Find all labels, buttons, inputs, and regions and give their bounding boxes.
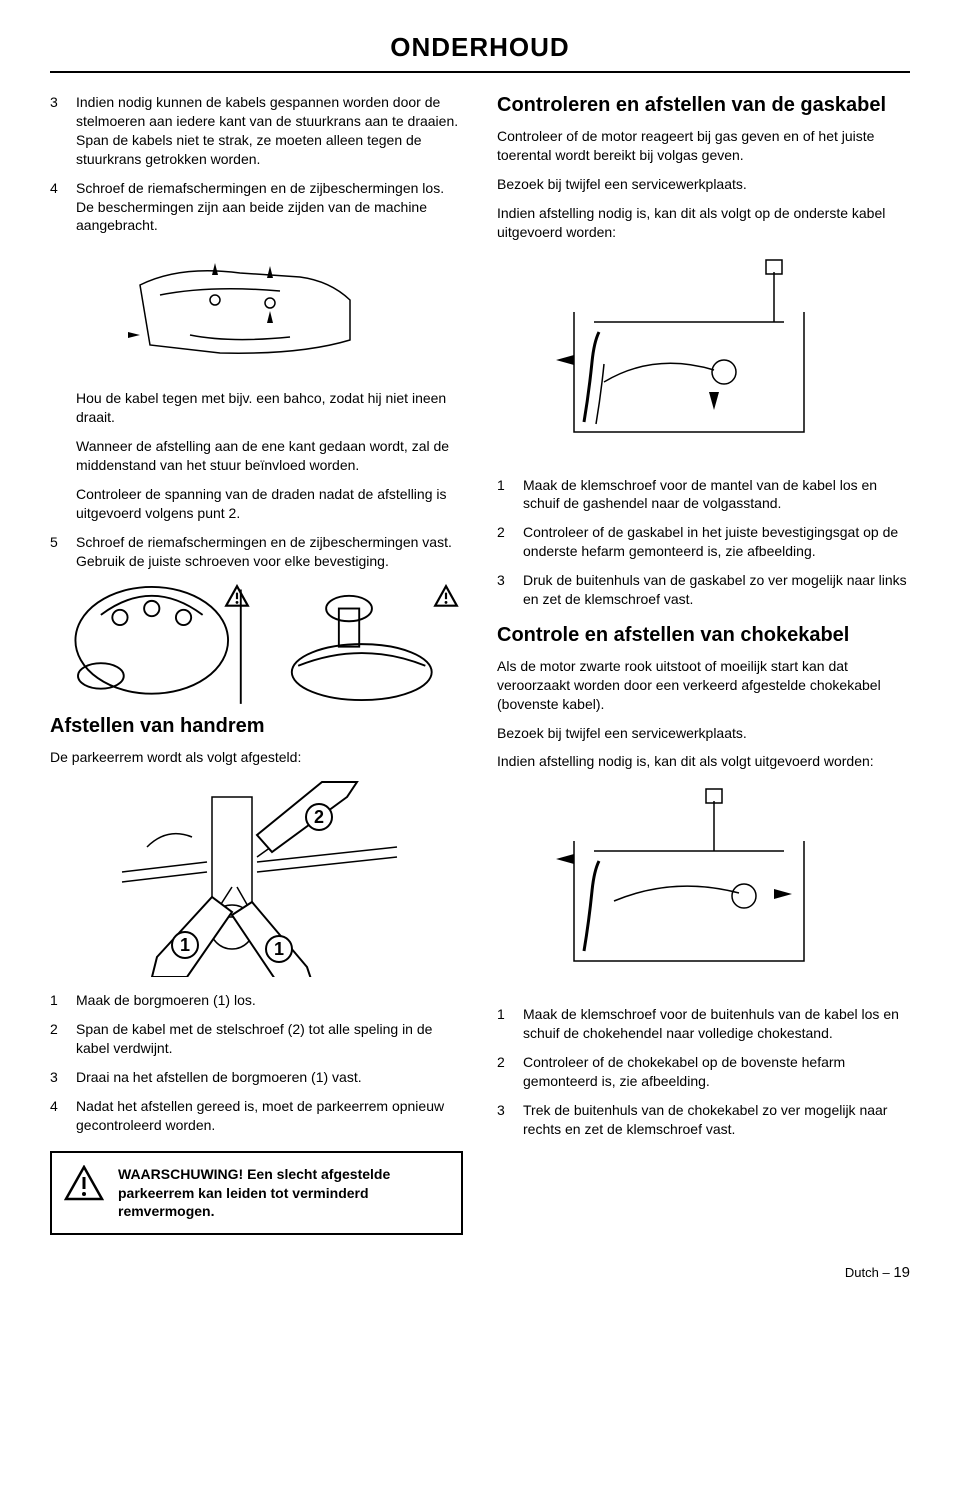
handbrake-figure: 1 1 2	[50, 777, 463, 977]
choke-cable-illustration	[544, 781, 864, 991]
item-text: Maak de borgmoeren (1) los.	[76, 991, 463, 1010]
item-text: Trek de buitenhuls van de chokekabel zo …	[523, 1101, 910, 1139]
paragraph: Bezoek bij twijfel een servicewerkplaats…	[497, 724, 910, 743]
item-number: 1	[497, 1005, 511, 1043]
list-item: 2 Controleer of de gaskabel in het juist…	[497, 523, 910, 561]
machine-guards-illustration	[120, 245, 420, 375]
list-item: 4 Schroef de riemafschermingen en de zij…	[50, 179, 463, 236]
right-column: Controleren en afstellen van de gaskabel…	[497, 93, 910, 1235]
callout-label: 1	[274, 939, 284, 959]
item-number: 2	[497, 523, 511, 561]
bolt-figure	[260, 580, 464, 700]
paragraph: Hou de kabel tegen met bijv. een bahco, …	[76, 389, 463, 427]
throttle-cable-figure	[497, 252, 910, 462]
paragraph: Als de motor zwarte rook uitstoot of moe…	[497, 657, 910, 714]
item-text: Controleer of de chokekabel op de bovens…	[523, 1053, 910, 1091]
choke-cable-figure	[497, 781, 910, 991]
warning-icon	[433, 584, 459, 610]
list-item: 3 Indien nodig kunnen de kabels gespanne…	[50, 93, 463, 169]
paragraph: Indien afstelling nodig is, kan dit als …	[497, 204, 910, 242]
left-column: 3 Indien nodig kunnen de kabels gespanne…	[50, 93, 463, 1235]
paragraph: Wanneer de afstelling aan de ene kant ge…	[76, 437, 463, 475]
item-number: 3	[497, 1101, 511, 1139]
item-text: Schroef de riemafschermingen en de zijbe…	[76, 179, 463, 236]
item-text: Span de kabel met de stelschroef (2) tot…	[76, 1020, 463, 1058]
list-item: 1 Maak de borgmoeren (1) los.	[50, 991, 463, 1010]
callout-label: 1	[180, 935, 190, 955]
item-number: 2	[497, 1053, 511, 1091]
throttle-cable-heading: Controleren en afstellen van de gaskabel	[497, 93, 910, 117]
list-item: 3 Druk de buitenhuls van de gaskabel zo …	[497, 571, 910, 609]
choke-cable-heading: Controle en afstellen van chokekabel	[497, 623, 910, 647]
belt-guard-figure	[50, 580, 254, 700]
item-number: 1	[50, 991, 64, 1010]
paragraph: Bezoek bij twijfel een servicewerkplaats…	[497, 175, 910, 194]
item-number: 4	[50, 179, 64, 236]
list-item: 1 Maak de klemschroef voor de buitenhuls…	[497, 1005, 910, 1043]
two-column-layout: 3 Indien nodig kunnen de kabels gespanne…	[50, 93, 910, 1235]
machine-guards-figure	[76, 245, 463, 375]
paragraph: Indien afstelling nodig is, kan dit als …	[497, 752, 910, 771]
item-text: Maak de klemschroef voor de mantel van d…	[523, 476, 910, 514]
paragraph: Controleer de spanning van de draden nad…	[76, 485, 463, 523]
item-number: 1	[497, 476, 511, 514]
item-text: Maak de klemschroef voor de buitenhuls v…	[523, 1005, 910, 1043]
warning-text: WAARSCHUWING! Een slecht afgestelde park…	[118, 1165, 447, 1222]
footer-language: Dutch –	[845, 1265, 893, 1280]
item-text: Indien nodig kunnen de kabels gespannen …	[76, 93, 463, 169]
list-item: 2 Controleer of de chokekabel op de bove…	[497, 1053, 910, 1091]
item-text: Druk de buitenhuls van de gaskabel zo ve…	[523, 571, 910, 609]
page-footer: Dutch – 19	[50, 1263, 910, 1283]
list-item: 3 Draai na het afstellen de borgmoeren (…	[50, 1068, 463, 1087]
item-number: 4	[50, 1097, 64, 1135]
warning-icon	[64, 1165, 104, 1222]
handbrake-illustration: 1 1 2	[97, 777, 417, 977]
item-number: 3	[50, 93, 64, 169]
handbrake-heading: Afstellen van handrem	[50, 714, 463, 738]
list-item: 1 Maak de klemschroef voor de mantel van…	[497, 476, 910, 514]
throttle-cable-illustration	[544, 252, 864, 462]
item-text: Draai na het afstellen de borgmoeren (1)…	[76, 1068, 463, 1087]
list-item: 3 Trek de buitenhuls van de chokekabel z…	[497, 1101, 910, 1139]
paragraph: De parkeerrem wordt als volgt afgesteld:	[50, 748, 463, 767]
warning-icon	[224, 584, 250, 610]
warning-box: WAARSCHUWING! Een slecht afgestelde park…	[50, 1151, 463, 1236]
page-title: ONDERHOUD	[50, 30, 910, 73]
item-number: 3	[50, 1068, 64, 1087]
item-text: Nadat het afstellen gereed is, moet de p…	[76, 1097, 463, 1135]
list-item: 4 Nadat het afstellen gereed is, moet de…	[50, 1097, 463, 1135]
item-text: Controleer of de gaskabel in het juiste …	[523, 523, 910, 561]
callout-label: 2	[314, 807, 324, 827]
fastener-figures	[50, 580, 463, 700]
list-item: 2 Span de kabel met de stelschroef (2) t…	[50, 1020, 463, 1058]
item-number: 3	[497, 571, 511, 609]
footer-page-number: 19	[893, 1264, 910, 1281]
item-number: 2	[50, 1020, 64, 1058]
paragraph: Controleer of de motor reageert bij gas …	[497, 127, 910, 165]
